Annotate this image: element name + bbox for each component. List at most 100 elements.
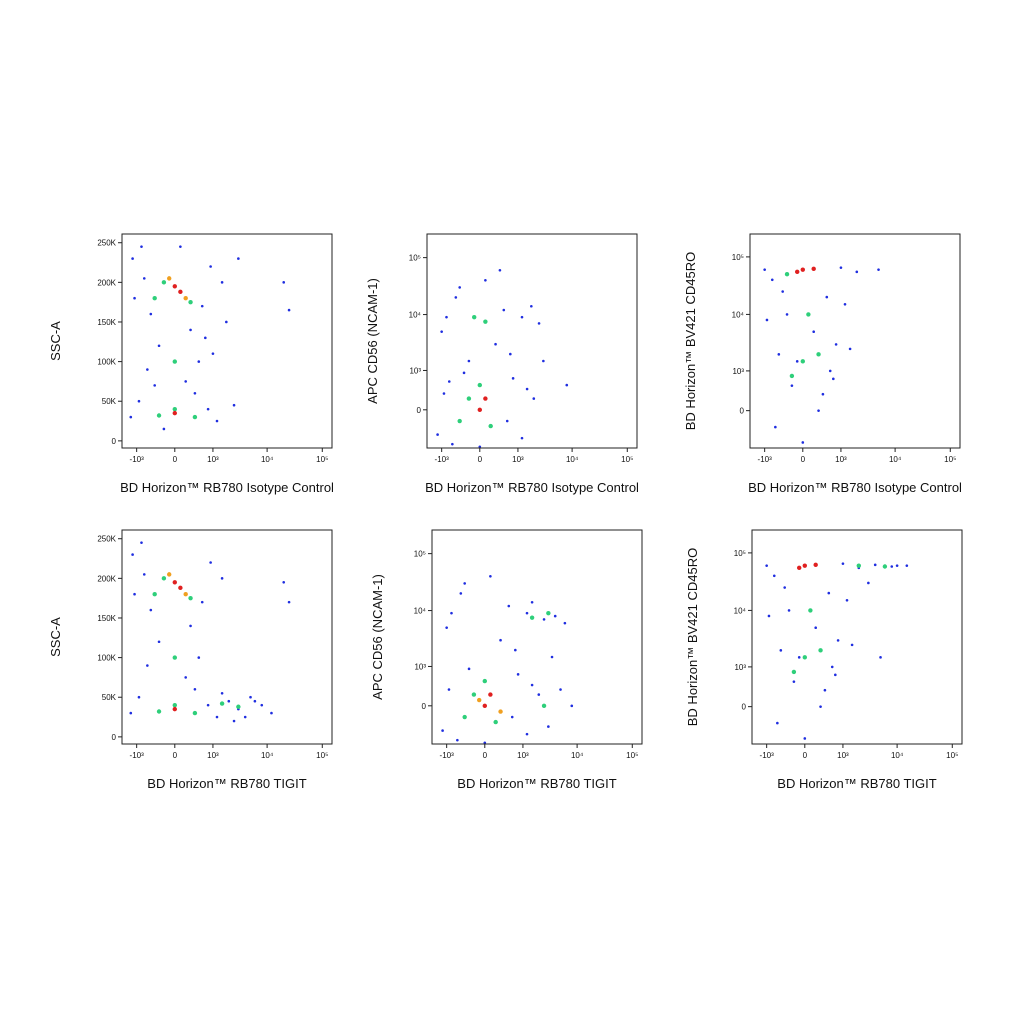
x-axis-label: BD Horizon™ RB780 Isotype Control: [748, 480, 962, 495]
y-axis-label: SSC-A: [48, 617, 63, 657]
y-tick-label: 150K: [97, 318, 116, 327]
event-dot: [802, 655, 807, 660]
x-axis-label: BD Horizon™ RB780 TIGIT: [457, 776, 616, 791]
event-dot: [812, 330, 815, 333]
event-dot: [559, 688, 562, 691]
x-tick-label: 10⁴: [571, 751, 584, 760]
x-tick-label: 10⁴: [566, 455, 579, 464]
event-dot: [133, 592, 136, 596]
y-axis-label: BD Horizon™ BV421 CD45RO: [685, 548, 700, 726]
event-dot: [802, 563, 807, 568]
event-dot: [547, 725, 550, 728]
y-tick-label: 0: [112, 437, 117, 446]
event-dot: [282, 581, 286, 584]
event-dot: [787, 609, 791, 612]
event-dot: [816, 352, 821, 357]
event-dot: [848, 347, 852, 351]
event-dot: [161, 280, 167, 285]
y-tick-label: 50K: [102, 693, 117, 702]
y-tick-label: 0: [742, 703, 747, 712]
event-dot: [776, 721, 779, 725]
event-dot: [445, 626, 448, 629]
event-dot: [178, 289, 183, 295]
event-dot: [494, 342, 497, 346]
y-tick-label: 150K: [97, 614, 116, 623]
x-tick-label: 10⁵: [944, 455, 956, 464]
event-dot: [253, 699, 257, 703]
event-dot: [260, 703, 264, 707]
y-tick-label: 10³: [409, 366, 421, 375]
event-dot: [502, 308, 506, 312]
x-tick-label: 10³: [837, 751, 849, 760]
event-dot: [832, 377, 835, 381]
x-tick-label: -10³: [130, 751, 145, 760]
event-dot: [520, 436, 524, 440]
event-dot: [779, 649, 783, 652]
event-dot: [827, 591, 831, 595]
event-dot: [483, 319, 488, 324]
event-dot: [530, 304, 533, 308]
event-dot: [131, 553, 134, 556]
event-dot: [772, 574, 776, 578]
event-dot: [905, 564, 909, 567]
x-tick-label: -10³: [130, 455, 145, 464]
x-tick-label: 0: [801, 455, 806, 464]
event-dot: [499, 638, 502, 642]
event-dot: [220, 691, 224, 695]
event-dot: [467, 359, 471, 363]
event-dot: [537, 693, 541, 696]
event-dot: [142, 573, 146, 576]
x-tick-label: -10³: [760, 751, 775, 760]
event-dot: [206, 407, 210, 411]
event-dot: [192, 710, 198, 716]
event-dot: [563, 621, 567, 625]
event-dot: [516, 673, 520, 676]
event-dot: [167, 572, 172, 577]
event-dot: [153, 384, 156, 387]
event-dot: [227, 699, 231, 703]
panel: -10³ 0 10³ 10⁴ 10⁵ 0 10³ 10⁴ 10⁵ BD Horizon™ RB78…: [365, 233, 639, 495]
event-dot: [877, 268, 880, 271]
x-tick-label: 10⁵: [621, 455, 633, 464]
event-dot: [825, 295, 829, 299]
event-dot: [467, 667, 471, 671]
event-dot: [172, 580, 177, 585]
event-dot: [482, 703, 487, 709]
event-dot: [149, 608, 153, 612]
plot-frame: [121, 233, 333, 449]
event-dot: [172, 706, 177, 712]
event-dot: [553, 614, 557, 618]
event-dot: [137, 399, 141, 403]
event-dot: [184, 676, 187, 679]
event-dot: [188, 595, 193, 601]
event-dot: [142, 277, 146, 280]
event-dot: [801, 441, 805, 444]
event-dot: [215, 715, 219, 719]
event-dot: [478, 445, 482, 449]
event-dot: [532, 397, 536, 400]
event-dot: [220, 577, 224, 580]
event-dot: [462, 371, 466, 375]
event-dot: [493, 719, 498, 725]
event-dot: [520, 315, 524, 319]
event-dot: [813, 562, 818, 568]
event-dot: [797, 565, 802, 571]
event-dot: [156, 709, 162, 714]
panel: -10³ 0 10³ 10⁴ 10⁵ 0 10³ 10⁴ 10⁵ BD Horizon™ RB78…: [685, 529, 963, 791]
event-dot: [477, 697, 482, 703]
y-tick-label: 10⁴: [732, 310, 745, 319]
event-dot: [855, 270, 859, 274]
event-dot: [197, 360, 201, 363]
x-tick-label: 10⁵: [946, 751, 958, 760]
event-dot: [149, 312, 153, 316]
event-dot: [287, 308, 291, 312]
event-dot: [140, 245, 143, 248]
x-axis-label: BD Horizon™ RB780 TIGIT: [147, 776, 306, 791]
event-dot: [167, 276, 172, 281]
event-dot: [172, 410, 177, 416]
event-dot: [795, 269, 800, 275]
event-dot: [795, 360, 799, 363]
event-dot: [542, 359, 545, 363]
x-tick-label: 0: [173, 455, 178, 464]
event-dot: [482, 678, 487, 684]
